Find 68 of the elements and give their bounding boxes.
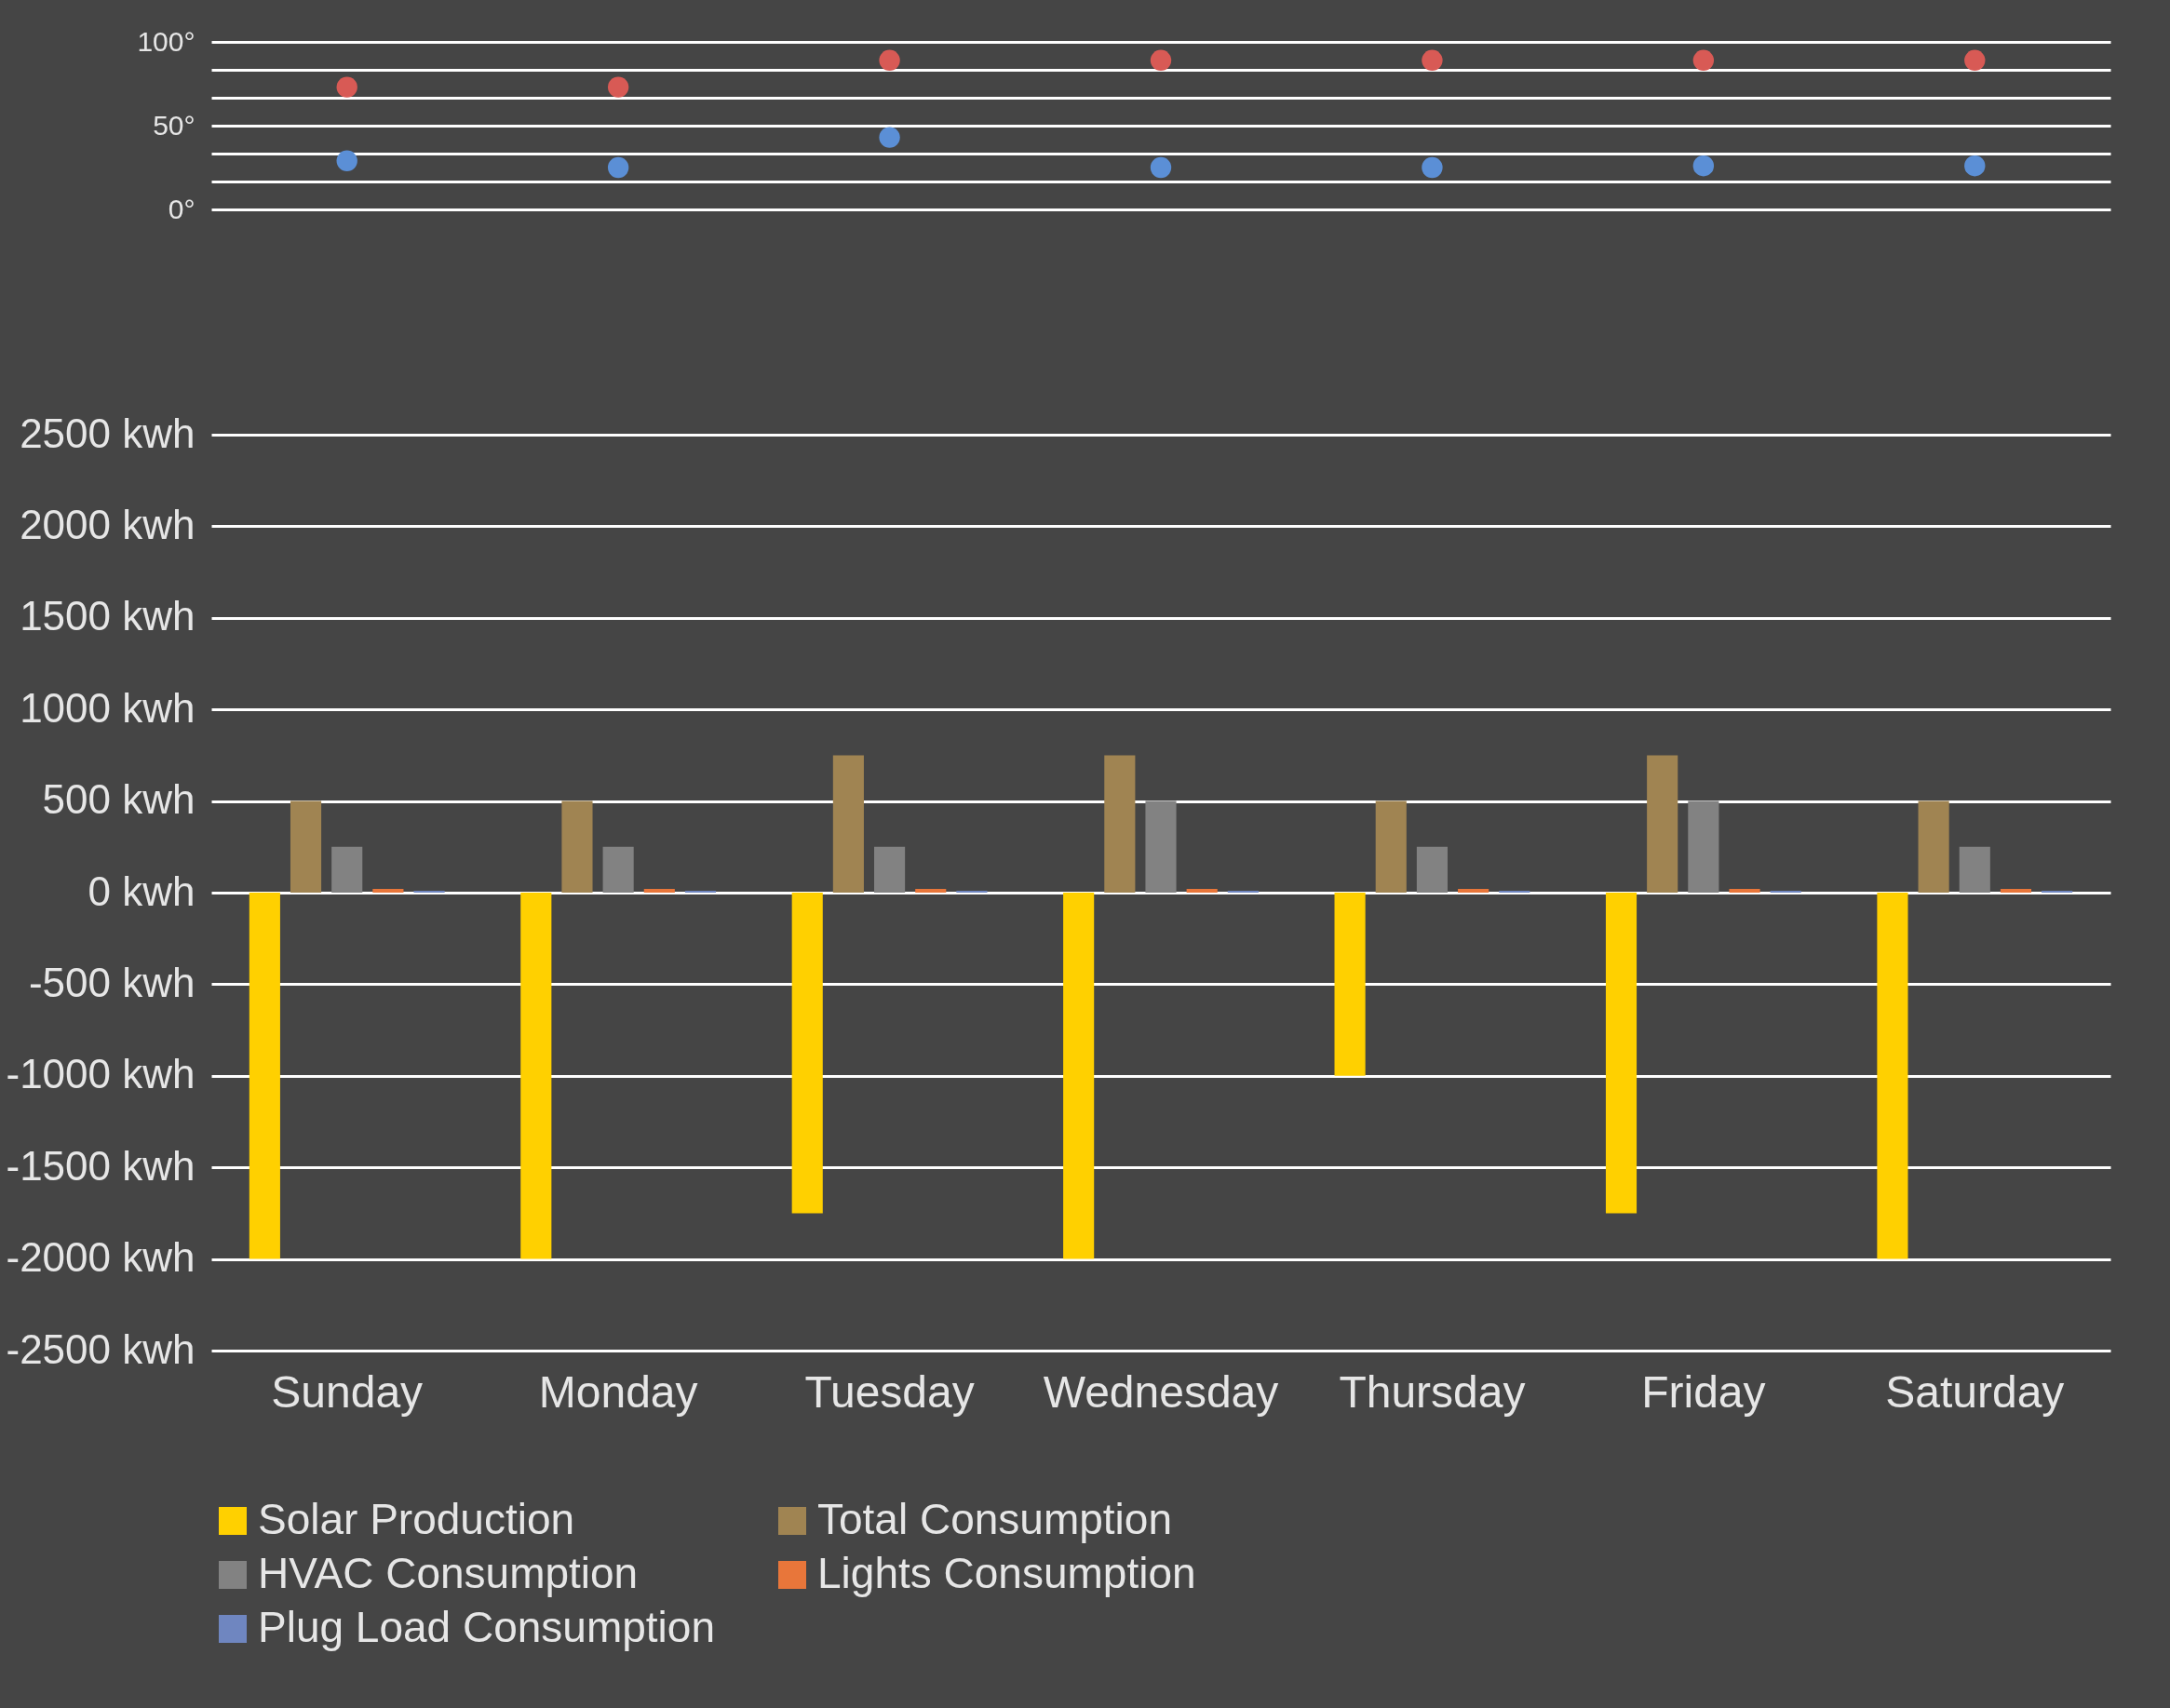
point [1692, 49, 1715, 71]
y-tick-label: -500 kwh [28, 959, 195, 1005]
bar [1334, 893, 1366, 1076]
point [879, 127, 900, 148]
point [1150, 156, 1172, 179]
y-tick-label: 2000 kwh [20, 501, 195, 547]
point [879, 49, 900, 71]
bar [561, 800, 593, 893]
point [1692, 155, 1715, 177]
bar [1605, 893, 1638, 1214]
bar [1729, 889, 1760, 893]
y-tick-label: 100° [137, 25, 195, 57]
bar [915, 889, 947, 893]
bar [791, 893, 823, 1214]
x-tick-label: Monday [538, 1366, 698, 1417]
bar [602, 846, 634, 893]
bar [249, 893, 280, 1259]
y-tick-label: 50° [153, 109, 195, 141]
bar [331, 846, 363, 893]
legend-label: Total Consumption [817, 1495, 1172, 1543]
x-tick-label: Tuesday [804, 1366, 975, 1417]
x-tick-label: Wednesday [1043, 1366, 1279, 1417]
point [1422, 156, 1443, 179]
point [1964, 155, 1986, 177]
legend-label: Solar Production [258, 1495, 575, 1543]
bar [1063, 893, 1095, 1259]
point [607, 76, 629, 98]
x-tick-label: Thursday [1339, 1366, 1526, 1417]
point [336, 76, 357, 98]
bar [520, 893, 552, 1259]
y-tick-label: -2500 kwh [6, 1325, 195, 1372]
bar [1688, 800, 1719, 893]
legend-label: Plug Load Consumption [258, 1603, 715, 1651]
bar [1186, 889, 1218, 893]
point [1964, 49, 1986, 71]
point [1150, 49, 1172, 71]
y-tick-label: 1000 kwh [20, 684, 195, 731]
bar [1375, 800, 1407, 893]
legend-label: HVAC Consumption [258, 1549, 639, 1597]
y-tick-label: 2500 kwh [20, 410, 195, 456]
bar [1104, 755, 1136, 893]
bar [1959, 846, 1990, 893]
y-tick-label: -2000 kwh [6, 1234, 195, 1281]
x-tick-label: Friday [1641, 1366, 1766, 1417]
point [607, 156, 629, 179]
y-tick-label: -1000 kwh [6, 1051, 195, 1097]
y-tick-label: 1500 kwh [20, 593, 195, 639]
x-tick-label: Sunday [271, 1366, 424, 1417]
bar [1918, 800, 1949, 893]
y-tick-label: 500 kwh [42, 776, 195, 823]
bar [1458, 889, 1489, 893]
x-tick-label: Saturday [1885, 1366, 2065, 1417]
bar [1877, 893, 1908, 1259]
bar [832, 755, 864, 893]
bar [874, 846, 906, 893]
legend-label: Lights Consumption [817, 1549, 1196, 1597]
point [1422, 49, 1443, 71]
bar [290, 800, 322, 893]
point [336, 150, 357, 171]
y-tick-label: 0 kwh [88, 867, 195, 914]
bar [1647, 755, 1678, 893]
bar [372, 889, 404, 893]
bar [643, 889, 675, 893]
y-tick-label: 0° [168, 193, 195, 224]
bar [1416, 846, 1448, 893]
bar [1145, 800, 1177, 893]
bar [2000, 889, 2032, 893]
y-tick-label: -1500 kwh [6, 1142, 195, 1189]
